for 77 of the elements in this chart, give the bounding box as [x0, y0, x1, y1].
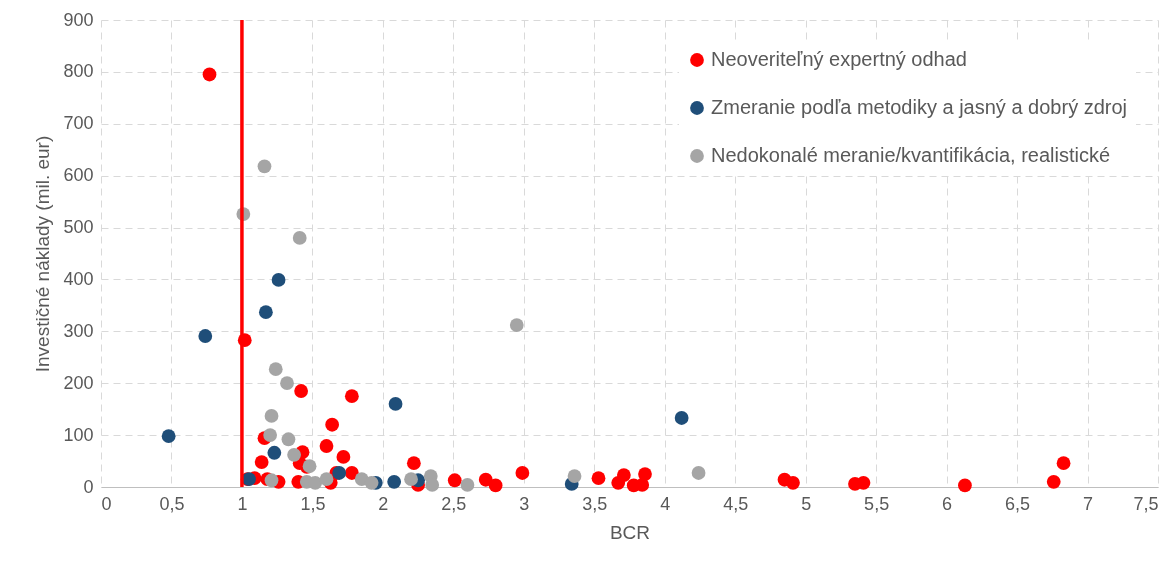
x-tick-label: 6,5 — [1005, 493, 1031, 514]
y-tick-label: 0 — [83, 476, 94, 497]
point — [364, 475, 379, 490]
point — [691, 466, 706, 480]
point — [460, 478, 475, 492]
point — [268, 362, 283, 377]
x-tick-label: 0,5 — [159, 493, 185, 514]
x-tick-label: 4,5 — [723, 493, 749, 514]
point — [1046, 474, 1061, 489]
x-tick-label: 5 — [801, 493, 812, 514]
point — [856, 475, 871, 490]
legend-label: Zmeranie podľa metodiky a jasný a dobrý zdroj — [711, 96, 1128, 118]
point — [281, 432, 296, 447]
x-tick-label: 7,5 — [1133, 493, 1159, 514]
point — [198, 329, 213, 343]
point — [425, 478, 440, 492]
point — [202, 67, 217, 82]
y-tick-label: 600 — [63, 165, 94, 186]
x-tick-label: 0 — [101, 493, 112, 514]
point — [509, 318, 524, 332]
point — [447, 473, 462, 488]
point — [294, 384, 309, 398]
x-tick-label: 1,5 — [300, 493, 326, 514]
point — [336, 450, 351, 464]
y-tick-label: 400 — [63, 268, 94, 289]
point — [308, 475, 323, 490]
x-tick-label: 6 — [942, 493, 953, 514]
point — [388, 397, 403, 411]
y-axis-title: Investičné náklady (mil. eur) — [32, 135, 54, 373]
point — [406, 456, 421, 471]
y-tick-label: 800 — [63, 61, 94, 82]
point — [404, 472, 418, 487]
point — [387, 474, 402, 489]
point — [263, 428, 278, 442]
point — [254, 455, 269, 469]
legend-label: Nedokonalé meranie/kvantifikácia, realistické — [711, 144, 1111, 166]
x-tick-label: 4 — [660, 493, 671, 514]
legend-label: Neoveriteľný expertný odhad — [711, 48, 967, 70]
x-tick-label: 2,5 — [441, 493, 467, 514]
point — [319, 439, 334, 453]
point — [488, 478, 503, 493]
y-tick-label: 100 — [63, 424, 94, 445]
point — [259, 305, 273, 320]
y-tick-label: 500 — [63, 217, 94, 238]
x-tick-label: 5,5 — [864, 493, 890, 514]
y-tick-label: 300 — [63, 320, 94, 341]
point — [267, 445, 282, 460]
point — [161, 429, 176, 444]
point — [1056, 456, 1071, 471]
point — [616, 468, 631, 482]
point — [257, 159, 272, 174]
point — [287, 447, 301, 462]
point — [271, 273, 286, 287]
y-tick-label: 900 — [63, 9, 94, 30]
y-tick-label: 700 — [63, 113, 94, 134]
point — [264, 473, 279, 488]
point — [515, 466, 530, 480]
x-tick-label: 7 — [1083, 493, 1094, 514]
x-tick-label: 3 — [519, 493, 530, 514]
point — [280, 376, 294, 391]
x-tick-label: 1 — [237, 493, 248, 514]
point — [292, 231, 307, 245]
point — [319, 472, 334, 487]
y-tick-label: 200 — [63, 372, 94, 393]
point — [674, 411, 689, 425]
point — [591, 471, 606, 486]
x-tick-label: 2 — [378, 493, 389, 514]
point — [344, 389, 359, 404]
point — [958, 478, 972, 493]
point — [638, 467, 652, 481]
point — [786, 475, 800, 490]
x-tick-label: 3,5 — [582, 493, 608, 514]
x-axis-title: BCR — [609, 521, 651, 543]
point — [264, 409, 279, 423]
point — [635, 478, 650, 492]
point — [325, 417, 340, 432]
point — [567, 469, 582, 483]
